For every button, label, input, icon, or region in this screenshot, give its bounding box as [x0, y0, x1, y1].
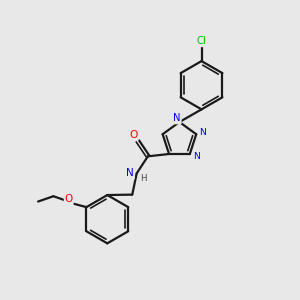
- Text: N: N: [193, 152, 200, 161]
- Text: O: O: [64, 194, 73, 204]
- Text: N: N: [199, 128, 206, 137]
- Text: N: N: [173, 113, 181, 124]
- Text: Cl: Cl: [197, 36, 206, 46]
- Text: O: O: [130, 130, 138, 140]
- Text: N: N: [126, 168, 134, 178]
- Text: H: H: [140, 174, 146, 183]
